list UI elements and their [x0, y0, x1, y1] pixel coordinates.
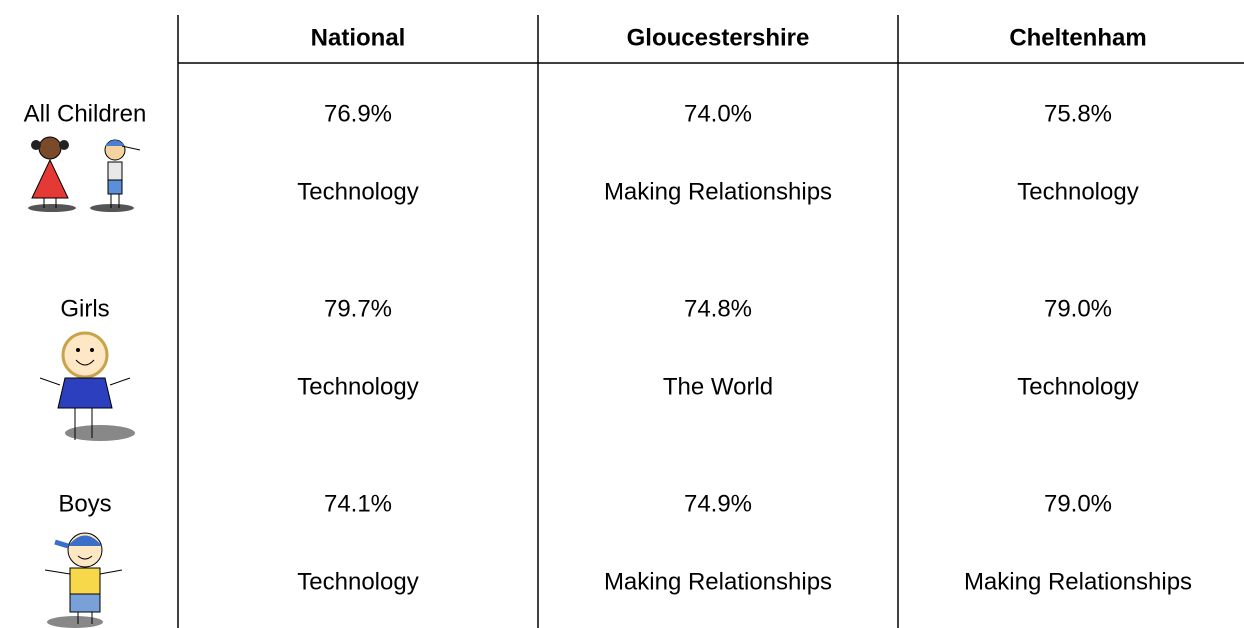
column-header: National	[311, 24, 406, 51]
cell-value: 74.0%	[684, 100, 752, 127]
cell-subject: Technology	[297, 178, 418, 205]
cell-subject: Technology	[297, 568, 418, 595]
cell-subject: Technology	[1017, 178, 1138, 205]
children-icon	[28, 136, 141, 212]
cell-value: 74.9%	[684, 490, 752, 517]
cell-value: 76.9%	[324, 100, 392, 127]
cell-subject: Technology	[297, 373, 418, 400]
column-header: Cheltenham	[1009, 24, 1146, 51]
cell-subject: Technology	[1017, 373, 1138, 400]
cell-subject: Making Relationships	[964, 568, 1192, 595]
girl-icon	[39, 331, 135, 441]
cell-subject: Making Relationships	[604, 178, 832, 205]
cell-value: 79.0%	[1044, 295, 1112, 322]
boy-icon	[44, 532, 123, 628]
cell-subject: Making Relationships	[604, 568, 832, 595]
cell-subject: The World	[663, 373, 773, 400]
row-label: Boys	[58, 490, 111, 517]
cell-value: 79.7%	[324, 295, 392, 322]
cell-value: 79.0%	[1044, 490, 1112, 517]
cell-value: 74.8%	[684, 295, 752, 322]
row-label: Girls	[60, 295, 109, 322]
row-label: All Children	[24, 100, 147, 127]
cell-value: 75.8%	[1044, 100, 1112, 127]
cell-value: 74.1%	[324, 490, 392, 517]
column-header: Gloucestershire	[627, 24, 810, 51]
